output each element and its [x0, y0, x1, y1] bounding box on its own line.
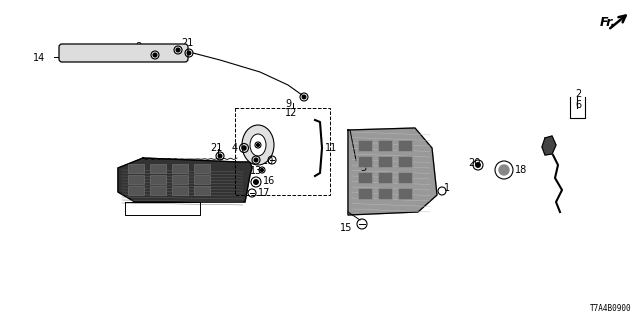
Bar [398, 188, 412, 199]
Bar [150, 175, 166, 184]
Polygon shape [542, 136, 556, 155]
Bar [378, 188, 392, 199]
Text: 3: 3 [360, 163, 366, 173]
Text: 7: 7 [360, 173, 366, 183]
Text: 14: 14 [33, 53, 45, 63]
Bar [128, 164, 144, 173]
Circle shape [302, 95, 306, 99]
Text: 13: 13 [250, 166, 262, 176]
Text: 1: 1 [444, 183, 450, 193]
Text: 8: 8 [135, 42, 141, 52]
Text: 18: 18 [515, 165, 527, 175]
Ellipse shape [242, 125, 274, 165]
Bar [358, 156, 372, 167]
Text: 19: 19 [542, 141, 554, 151]
Bar [128, 186, 144, 195]
Polygon shape [348, 128, 437, 215]
Circle shape [257, 144, 259, 146]
Bar [172, 164, 188, 173]
Text: 20: 20 [468, 158, 481, 168]
Bar [194, 175, 210, 184]
Bar [235, 108, 330, 195]
Bar [194, 186, 210, 195]
FancyBboxPatch shape [59, 44, 188, 62]
Circle shape [253, 180, 259, 184]
Text: 12: 12 [285, 108, 298, 118]
Circle shape [218, 154, 222, 158]
Text: 5: 5 [248, 156, 254, 166]
Text: 15: 15 [340, 223, 353, 233]
Bar [398, 140, 412, 151]
Text: 2: 2 [575, 89, 581, 99]
Text: 11: 11 [325, 143, 337, 153]
Text: Fr.: Fr. [600, 15, 616, 28]
Bar [150, 164, 166, 173]
Bar [378, 156, 392, 167]
Circle shape [254, 158, 258, 162]
Bar [358, 172, 372, 183]
Text: 21: 21 [210, 143, 222, 153]
Text: 4: 4 [232, 143, 238, 153]
Bar [398, 172, 412, 183]
Bar [128, 175, 144, 184]
Bar [194, 164, 210, 173]
Text: 10: 10 [262, 156, 275, 166]
Text: 16: 16 [263, 176, 275, 186]
Circle shape [260, 169, 263, 171]
Bar [172, 175, 188, 184]
Bar [150, 186, 166, 195]
Bar [378, 172, 392, 183]
Text: 21: 21 [181, 38, 193, 48]
Bar [172, 186, 188, 195]
Text: 6: 6 [575, 100, 581, 110]
Circle shape [476, 163, 480, 167]
Text: T7A4B0900: T7A4B0900 [590, 304, 632, 313]
Circle shape [176, 48, 180, 52]
Bar [358, 188, 372, 199]
Circle shape [242, 146, 246, 150]
Bar [398, 156, 412, 167]
Circle shape [187, 51, 191, 55]
Text: 17: 17 [258, 188, 270, 198]
Ellipse shape [250, 134, 266, 156]
Circle shape [153, 53, 157, 57]
Bar [358, 140, 372, 151]
Circle shape [499, 165, 509, 175]
Text: 9: 9 [285, 99, 291, 109]
Polygon shape [118, 158, 252, 202]
Bar [378, 140, 392, 151]
